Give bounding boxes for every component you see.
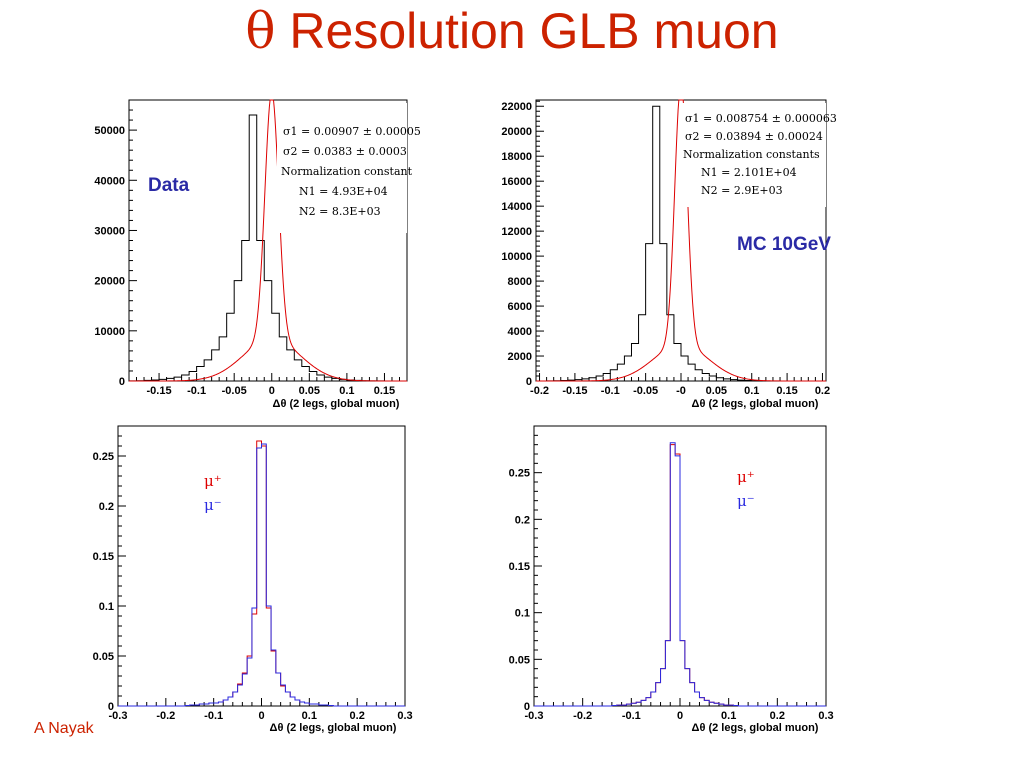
x-tick-label: -0.2	[530, 385, 549, 397]
x-tick-label: -0.1	[187, 385, 206, 397]
sample-label: MC 10GeV	[737, 234, 831, 255]
y-tick-label: 0.25	[509, 468, 530, 480]
y-tick-label: 0.2	[515, 514, 530, 526]
author-label: A Nayak	[34, 720, 94, 737]
title-text: Resolution GLB muon	[275, 3, 779, 59]
x-axis-label: Δθ (2 legs, global muon)	[270, 722, 397, 734]
y-tick-label: 50000	[94, 125, 125, 137]
chart-panel-2: 0 2000 4000 6000 8000 10000 12000 14000 16000 180…	[501, 99, 837, 410]
x-tick-label: -0.2	[573, 710, 592, 722]
y-tick-label: 0.15	[509, 561, 530, 573]
x-tick-label: -0.15	[147, 385, 172, 397]
y-tick-label: 16000	[501, 176, 532, 188]
fit-curve	[536, 99, 826, 382]
y-tick-label: 30000	[94, 225, 125, 237]
y-tick-label: 0.05	[509, 654, 530, 666]
y-tick-label: 0.15	[93, 551, 114, 563]
x-tick-label: 0.15	[776, 385, 797, 397]
x-tick-label: -0.15	[562, 385, 587, 397]
y-tick-label: 18000	[501, 151, 532, 163]
y-tick-label: 0	[119, 376, 125, 388]
stats-line: σ2 = 0.03894 ± 0.00024	[685, 130, 823, 143]
x-tick-label: -0.05	[222, 385, 247, 397]
x-tick-label: 0.1	[721, 710, 736, 722]
stats-line: Normalization constants	[683, 148, 820, 161]
legend-entry: μ⁺	[204, 472, 222, 490]
x-tick-label: 0.2	[815, 385, 830, 397]
stats-line: N2 = 2.9E+03	[701, 184, 783, 197]
y-tick-label: 8000	[508, 276, 532, 288]
y-tick-label: 0	[524, 701, 530, 713]
stats-line: Normalization constant	[281, 165, 413, 178]
y-tick-label: 0.1	[99, 601, 114, 613]
x-tick-label: 0.3	[397, 710, 412, 722]
x-tick-label: -0.1	[204, 710, 223, 722]
chart-panel-3: 0 0.05 0.1 0.15 0.2 0.25 -0.3 -0.2 -0.1 0 0.1 0.2 0.…	[93, 425, 413, 734]
x-tick-label: 0	[258, 710, 264, 722]
x-axis-label: Δθ (2 legs, global muon)	[692, 722, 819, 734]
sample-label: Data	[148, 175, 190, 196]
series-line	[118, 440, 405, 707]
y-tick-label: 0.25	[93, 451, 114, 463]
y-tick-label: 0.2	[99, 501, 114, 513]
stats-line: N1 = 2.101E+04	[701, 166, 797, 179]
legend-entry: μ⁺	[737, 468, 755, 486]
x-tick-label: 0.1	[302, 710, 317, 722]
y-tick-label: 22000	[501, 101, 532, 113]
x-tick-label: -0.2	[156, 710, 175, 722]
x-tick-label: 0	[677, 710, 683, 722]
chart-panel-1: 0 10000 20000 30000 40000 50000 -0.15 -0.1 -0.05…	[94, 99, 421, 410]
x-tick-label: 0.2	[350, 710, 365, 722]
x-tick-label: 0.1	[744, 385, 759, 397]
x-tick-label: 0.05	[706, 385, 727, 397]
y-tick-label: 12000	[501, 226, 532, 238]
stats-box	[277, 103, 407, 233]
y-tick-label: 2000	[508, 351, 532, 363]
stats-line: N2 = 8.3E+03	[299, 205, 381, 218]
y-tick-label: 6000	[508, 301, 532, 313]
stats-line: σ2 = 0.0383 ± 0.0003	[283, 145, 407, 158]
stats-line: σ1 = 0.008754 ± 0.000063	[685, 112, 837, 125]
y-tick-label: 20000	[94, 276, 125, 288]
x-axis-label: Δθ (2 legs, global muon)	[692, 398, 819, 410]
chart-panel-4: 0 0.05 0.1 0.15 0.2 0.25 -0.3 -0.2 -0.1 0 0.1 0.2 0.…	[509, 425, 834, 734]
plot-frame	[117, 425, 406, 707]
y-tick-label: 10000	[501, 251, 532, 263]
x-tick-label: -0.1	[622, 710, 641, 722]
x-axis-label: Δθ (2 legs, global muon)	[273, 398, 400, 410]
series-line	[118, 443, 405, 707]
y-tick-label: 4000	[508, 326, 532, 338]
series-line	[534, 442, 826, 707]
x-tick-label: 0.1	[339, 385, 354, 397]
legend-entry: μ⁻	[204, 496, 222, 514]
fit-curve	[129, 99, 407, 382]
x-tick-label: -0.3	[525, 710, 544, 722]
x-tick-label: -0.05	[633, 385, 658, 397]
stats-box	[680, 103, 826, 207]
x-tick-label: 0.05	[299, 385, 320, 397]
y-tick-label: 14000	[501, 201, 532, 213]
x-tick-label: 0	[269, 385, 275, 397]
y-tick-label: 20000	[501, 126, 532, 138]
x-tick-label: 0.2	[770, 710, 785, 722]
y-tick-label: 0	[526, 376, 532, 388]
stats-line: σ1 = 0.00907 ± 0.00005	[283, 125, 421, 138]
y-tick-label: 10000	[94, 326, 125, 338]
stats-line: N1 = 4.93E+04	[299, 185, 388, 198]
slide-title: θ Resolution GLB muon	[0, 4, 1024, 59]
y-tick-label: 40000	[94, 175, 125, 187]
x-tick-label: -0.3	[109, 710, 128, 722]
x-tick-label: 0.15	[374, 385, 395, 397]
y-tick-label: 0	[108, 701, 114, 713]
y-tick-label: 0.05	[93, 651, 114, 663]
title-theta-symbol: θ	[245, 2, 276, 60]
x-tick-label: -0	[676, 385, 686, 397]
x-tick-label: -0.1	[601, 385, 620, 397]
y-tick-label: 0.1	[515, 608, 530, 620]
legend-entry: μ⁻	[737, 492, 755, 510]
x-tick-label: 0.3	[818, 710, 833, 722]
